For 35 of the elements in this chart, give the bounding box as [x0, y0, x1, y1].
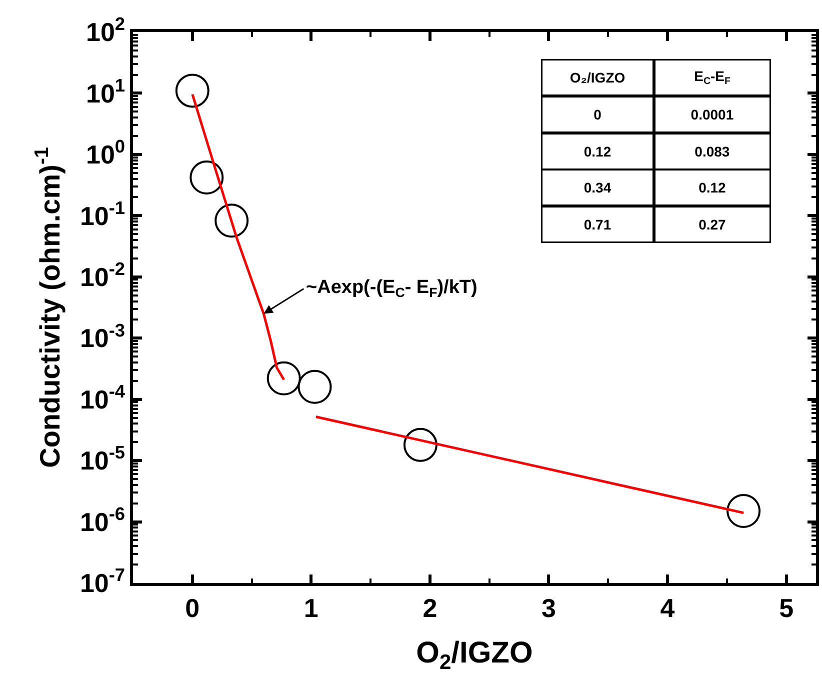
x-tick-label: 2 [422, 592, 438, 623]
point [726, 494, 761, 528]
y-tick-label: 10$^{-6}$ [80, 504, 126, 537]
annotation: 0 [594, 106, 602, 122]
y-tick-label: 10$^{-2}$ [80, 259, 126, 292]
x-tick-label: 1 [304, 592, 318, 623]
annotation: 0.12 [584, 143, 612, 160]
annotation: 0.34 [584, 179, 612, 196]
x-tick-label: 3 [542, 592, 556, 623]
point [175, 74, 210, 108]
annotation: 0.083 [694, 143, 730, 160]
annotation: O₂/IGZO [570, 69, 626, 86]
annotation: 0.0001 [690, 106, 734, 122]
x-tick-label: 0 [185, 592, 200, 623]
point [190, 160, 224, 194]
y-tick-label: 10$^{-7}$ [80, 565, 126, 598]
x-tick-label: 4 [660, 592, 676, 623]
x-tick-label: 5 [779, 592, 794, 623]
y-tick-label: 10$^{-4}$ [80, 382, 126, 414]
annotation: 0.27 [698, 216, 726, 232]
y-tick-label: 10$^{-3}$ [80, 320, 126, 354]
point [403, 428, 438, 462]
y-tick-label: 10$^{-5}$ [80, 442, 126, 476]
annotation: 0.12 [698, 179, 726, 196]
x-axis-title: O$_{2}$/IGZO [416, 636, 533, 674]
point [266, 361, 301, 396]
point [298, 370, 332, 404]
annotation: 0.71 [584, 216, 612, 232]
annotation: E$_{C}$-E$_{F}$ [694, 68, 731, 87]
point [214, 204, 249, 238]
y-tick-label: 10$^{2}$ [86, 14, 126, 48]
y-tick-label: 10$^{-1}$ [80, 198, 126, 231]
y-tick-label: 10$^{1}$ [86, 75, 126, 108]
y-tick-label: 10$^{0}$ [86, 136, 126, 170]
annotation: ~Aexp(-(E$_{C}$- E$_{F}$)/kT) [306, 277, 478, 300]
